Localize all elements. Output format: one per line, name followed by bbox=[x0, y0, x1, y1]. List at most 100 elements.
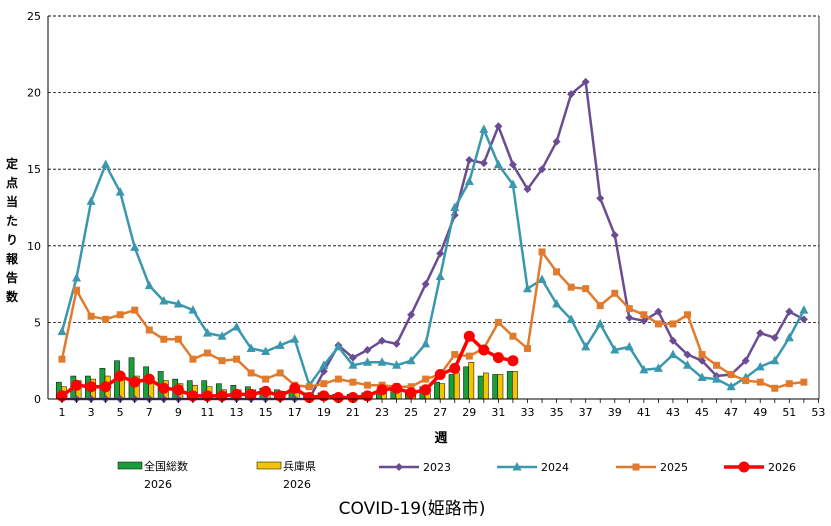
y-axis-label-char: た bbox=[6, 214, 18, 228]
point bbox=[131, 306, 139, 314]
point bbox=[116, 311, 124, 319]
point bbox=[567, 90, 576, 99]
point bbox=[303, 391, 315, 403]
point bbox=[188, 305, 198, 314]
x-axis-label: 週 bbox=[434, 431, 447, 446]
point bbox=[512, 462, 522, 471]
point bbox=[493, 159, 503, 169]
point bbox=[71, 379, 83, 391]
point bbox=[362, 357, 372, 366]
x-tick-label: 23 bbox=[375, 406, 389, 419]
point bbox=[596, 302, 604, 310]
point bbox=[465, 156, 474, 165]
y-axis-label-char: 点 bbox=[6, 175, 18, 190]
point bbox=[508, 160, 517, 169]
point bbox=[377, 357, 387, 366]
point bbox=[144, 280, 154, 290]
point bbox=[348, 360, 358, 369]
point bbox=[376, 384, 388, 396]
bar bbox=[439, 383, 446, 400]
y-axis-label-char: 告 bbox=[6, 270, 18, 285]
point bbox=[363, 381, 371, 389]
point bbox=[421, 338, 431, 348]
bar bbox=[482, 372, 489, 400]
x-tick-label: 3 bbox=[88, 406, 95, 419]
point bbox=[435, 271, 445, 280]
point bbox=[407, 383, 415, 391]
x-tick-label: 11 bbox=[200, 406, 214, 419]
point bbox=[262, 375, 270, 383]
point bbox=[246, 343, 256, 352]
point bbox=[158, 382, 170, 394]
point bbox=[668, 349, 678, 359]
y-tick-labels: 0 5 10 15 20 25 bbox=[27, 10, 41, 406]
x-tick-labels: 1 3 5 7 9 11 13 15 17 19 21 23 25 27 29 31 33 35 37 39 41 43 4… bbox=[59, 406, 826, 419]
grid-lines bbox=[48, 15, 819, 323]
point bbox=[305, 383, 313, 391]
point bbox=[494, 122, 503, 131]
point bbox=[653, 363, 663, 372]
point bbox=[392, 360, 402, 369]
y-axis-label-char: 当 bbox=[6, 194, 18, 209]
point bbox=[494, 318, 502, 326]
point bbox=[538, 248, 546, 256]
y-tick-label: 10 bbox=[27, 240, 41, 253]
x-tick-label: 9 bbox=[175, 406, 182, 419]
point bbox=[581, 77, 590, 86]
point bbox=[784, 332, 794, 342]
point bbox=[726, 381, 736, 391]
point bbox=[552, 299, 562, 308]
y-axis-label-char: り bbox=[6, 233, 18, 247]
point bbox=[217, 331, 227, 340]
point bbox=[654, 307, 663, 316]
x-tick-label: 47 bbox=[724, 406, 738, 419]
x-tick-label: 45 bbox=[695, 406, 709, 419]
point bbox=[756, 378, 764, 386]
x-tick-label: 35 bbox=[550, 406, 564, 419]
y-tick-label: 25 bbox=[27, 10, 41, 23]
point bbox=[451, 351, 459, 359]
y-tick-label: 15 bbox=[27, 163, 41, 176]
point bbox=[712, 374, 722, 383]
y-axis-label-char: 数 bbox=[6, 289, 19, 304]
point bbox=[334, 375, 342, 383]
point bbox=[799, 305, 809, 314]
point bbox=[581, 341, 591, 351]
point bbox=[742, 377, 750, 385]
point bbox=[770, 333, 779, 342]
point bbox=[290, 334, 300, 343]
point bbox=[406, 355, 416, 365]
point bbox=[232, 321, 242, 331]
point bbox=[727, 370, 735, 378]
x-tick-label: 31 bbox=[491, 406, 505, 419]
line-group bbox=[56, 77, 809, 403]
point bbox=[449, 362, 461, 374]
point bbox=[800, 378, 808, 386]
point bbox=[654, 320, 662, 328]
x-tick-label: 1 bbox=[59, 406, 66, 419]
point bbox=[595, 318, 605, 328]
point bbox=[771, 384, 779, 392]
series-line bbox=[60, 128, 806, 388]
bar bbox=[497, 374, 504, 400]
point bbox=[464, 176, 474, 185]
point bbox=[275, 340, 285, 349]
point bbox=[172, 384, 184, 396]
point bbox=[624, 341, 634, 351]
point bbox=[552, 137, 561, 146]
point bbox=[143, 373, 155, 385]
point bbox=[537, 274, 547, 284]
point bbox=[391, 382, 403, 394]
point bbox=[640, 311, 648, 319]
point bbox=[639, 316, 648, 325]
x-tick-label: 17 bbox=[288, 406, 302, 419]
point bbox=[129, 376, 141, 388]
bar bbox=[434, 381, 440, 400]
x-tick-label: 19 bbox=[317, 406, 331, 419]
point bbox=[395, 463, 403, 471]
point bbox=[596, 194, 605, 203]
x-tick-label: 27 bbox=[433, 406, 447, 419]
point bbox=[639, 364, 649, 374]
point bbox=[463, 330, 475, 342]
